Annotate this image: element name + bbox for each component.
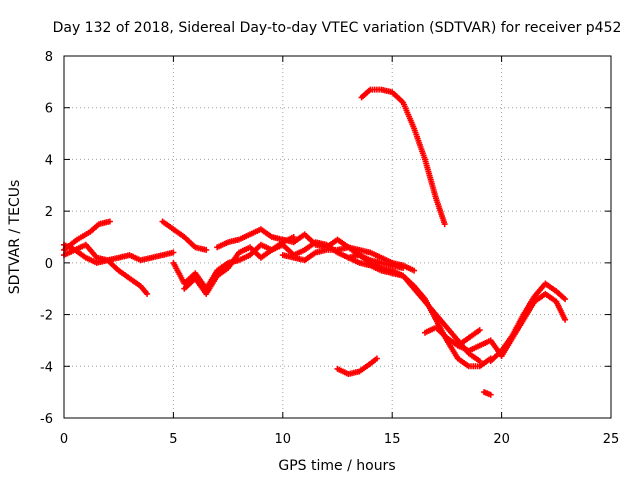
series-track-3 [61,241,177,266]
x-tick-label: 0 [60,432,68,447]
series-track-4 [159,218,210,253]
series-track-5 [170,234,297,292]
y-tick-label: -4 [40,360,53,375]
data-point [487,391,494,398]
y-tick-label: 2 [45,205,53,220]
data-point [106,218,113,225]
y-axis-label: SDTVAR / TECUs [7,180,23,295]
data-point [476,327,483,334]
x-tick-label: 5 [169,432,177,447]
chart-title: Day 132 of 2018, Sidereal Day-to-day VTE… [53,20,622,36]
data-point [562,316,569,323]
y-tick-label: 6 [45,102,53,117]
y-tick-label: 8 [45,50,53,65]
x-axis-label: GPS time / hours [278,458,395,474]
series-track-12 [334,355,380,377]
series-track-16 [498,290,569,359]
x-tick-label: 15 [384,432,401,447]
series-track-14 [481,389,494,398]
axis-ticks: 0 5 10 15 20 25 -6 -4 -2 0 2 4 6 8 [40,50,619,447]
y-tick-label: -6 [40,412,53,427]
data-point [476,358,483,365]
y-tick-label: 4 [45,153,53,168]
x-tick-label: 20 [493,432,510,447]
data-point [562,296,569,303]
series-track-9 [345,254,494,370]
data-point [441,221,448,228]
series-track-13 [358,86,448,228]
data-point [170,249,177,256]
data-point [411,267,418,274]
y-tick-label: 0 [45,257,53,272]
data-point [203,246,210,253]
x-tick-label: 10 [275,432,292,447]
data-point [290,234,297,240]
x-tick-label: 25 [603,432,620,447]
y-tick-label: -2 [40,309,53,324]
data-points [61,86,569,398]
plot-frame [63,55,612,419]
data-point [144,290,151,297]
data-point [373,355,380,362]
